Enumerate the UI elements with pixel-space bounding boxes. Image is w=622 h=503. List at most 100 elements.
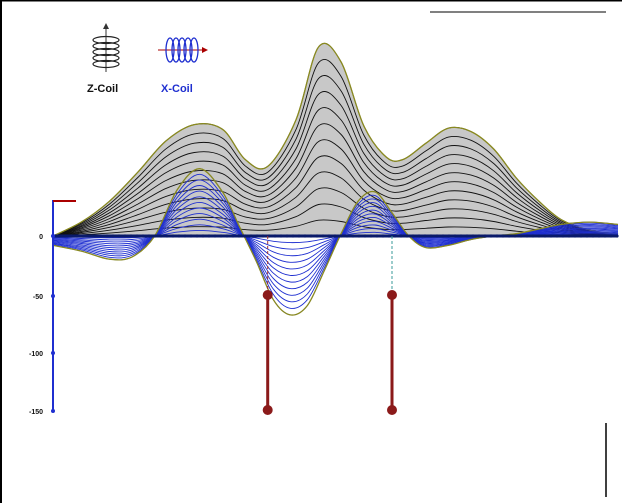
z-coil-line [52, 187, 619, 237]
baseline-dot [501, 234, 505, 238]
baseline-dot [423, 234, 427, 238]
baseline-dot [123, 234, 127, 238]
baseline-dot [63, 234, 67, 238]
y-tick-label: 0 [39, 234, 43, 241]
baseline-dot [309, 234, 313, 238]
baseline-dot [177, 234, 181, 238]
baseline-dot [495, 234, 499, 238]
baseline-dot [315, 234, 319, 238]
baseline-dot [513, 234, 517, 238]
baseline-dot [519, 234, 523, 238]
z-coil-icon [92, 23, 120, 72]
marker [387, 236, 397, 415]
baseline-dot [87, 234, 91, 238]
baseline-dot [243, 234, 247, 238]
baseline-dot [507, 234, 511, 238]
baseline-dot [549, 234, 553, 238]
baseline-dot [69, 234, 73, 238]
baseline-dot [417, 234, 421, 238]
baseline-dot [237, 234, 241, 238]
baseline-dot [435, 234, 439, 238]
baseline-dot [357, 234, 361, 238]
baseline-dot [603, 234, 607, 238]
baseline-dot [189, 234, 193, 238]
baseline-dot [381, 234, 385, 238]
baseline-dot [489, 234, 493, 238]
z-coil-area [53, 43, 618, 236]
baseline-dot [525, 234, 529, 238]
baseline-dot [339, 234, 343, 238]
y-tick-label: -50 [33, 294, 43, 301]
baseline-dot [141, 234, 145, 238]
baseline-dot [561, 234, 565, 238]
baseline-dot [303, 234, 307, 238]
baseline-dot [579, 234, 583, 238]
z-coil-series [52, 42, 619, 237]
baseline-dot [543, 234, 547, 238]
baseline-dot [531, 234, 535, 238]
baseline-dot [537, 234, 541, 238]
z-coil-line [52, 91, 619, 237]
baseline-dot [285, 234, 289, 238]
baseline-dot [153, 234, 157, 238]
baseline-dot [183, 234, 187, 238]
baseline-dot [573, 234, 577, 238]
baseline-dot [231, 234, 235, 238]
baseline-dot [321, 234, 325, 238]
baseline-dot [261, 234, 265, 238]
y-tick-label: -100 [29, 351, 43, 358]
baseline-dot [333, 234, 337, 238]
baseline-dot [399, 234, 403, 238]
baseline-dot [441, 234, 445, 238]
baseline-dot [483, 234, 487, 238]
baseline-dot [459, 234, 463, 238]
baseline-dot [477, 234, 481, 238]
z-coil-envelope [52, 42, 619, 237]
marker [262, 236, 273, 415]
legend: Z-Coil X-Coil [87, 23, 208, 95]
baseline-dot [591, 234, 595, 238]
baseline-dot [327, 234, 331, 238]
baseline-dot [147, 234, 151, 238]
baseline-dot [375, 234, 379, 238]
baseline-dot [429, 234, 433, 238]
baseline [51, 234, 619, 238]
baseline-dot [165, 234, 169, 238]
baseline-dot [615, 234, 619, 238]
z-coil-line [52, 75, 619, 237]
baseline-dot [447, 234, 451, 238]
baseline-dot [249, 234, 253, 238]
baseline-dot [585, 234, 589, 238]
legend-x-coil-label: X-Coil [161, 83, 193, 95]
baseline-dot [57, 234, 61, 238]
baseline-dot [213, 234, 217, 238]
baseline-dot [351, 234, 355, 238]
baseline-dot [219, 234, 223, 238]
y-axis: 0 -50 -100 -150 [29, 200, 76, 416]
baseline-dot [471, 234, 475, 238]
baseline-dot [93, 234, 97, 238]
baseline-dot [81, 234, 85, 238]
markers-layer [262, 236, 397, 415]
baseline-dot [111, 234, 115, 238]
baseline-dot [99, 234, 103, 238]
baseline-dot [369, 234, 373, 238]
baseline-dot [345, 234, 349, 238]
baseline-dot [225, 234, 229, 238]
baseline-dot [273, 234, 277, 238]
baseline-dot [555, 234, 559, 238]
y-tick-mark [51, 351, 55, 355]
baseline-dot [567, 234, 571, 238]
baseline-dot [117, 234, 121, 238]
baseline-dot [411, 234, 415, 238]
baseline-dot [363, 234, 367, 238]
baseline-dot [291, 234, 295, 238]
y-tick-mark [51, 409, 55, 413]
y-tick-mark [51, 234, 55, 238]
baseline-dot [597, 234, 601, 238]
baseline-dot [171, 234, 175, 238]
baseline-dot [405, 234, 409, 238]
baseline-dot [129, 234, 133, 238]
